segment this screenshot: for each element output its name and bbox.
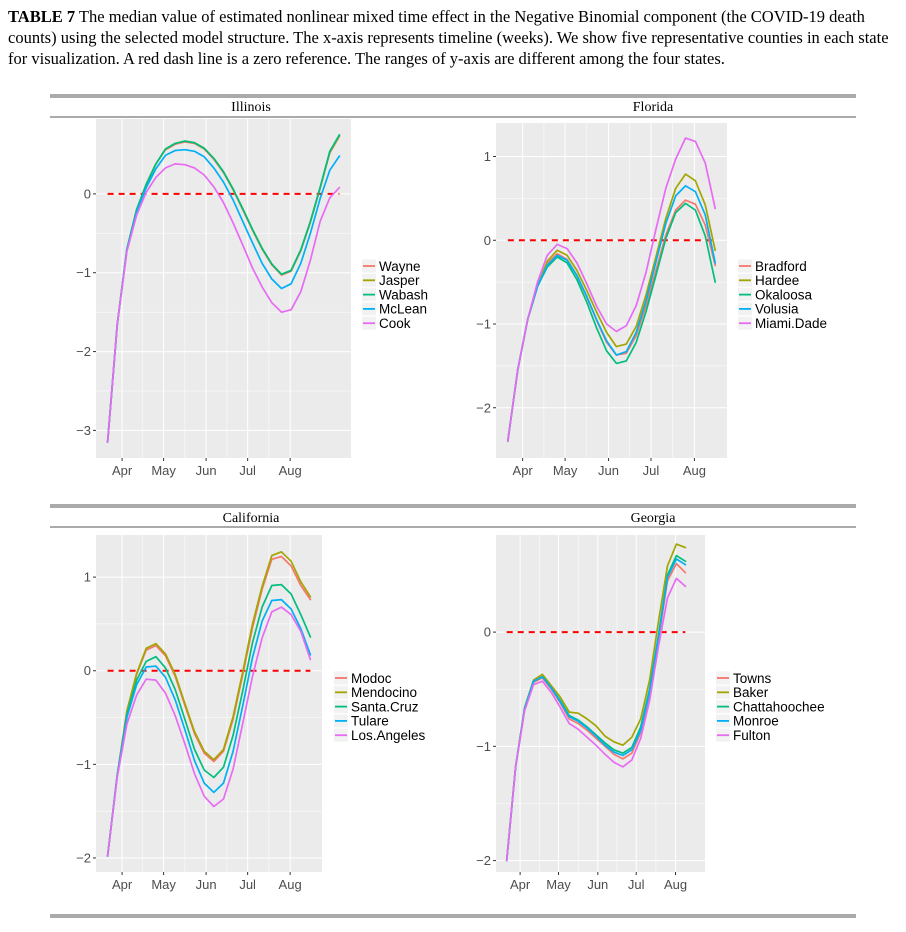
x-tick-label: Apr	[112, 463, 133, 478]
caption-label: TABLE 7	[8, 7, 76, 26]
legend-label: Modoc	[351, 671, 392, 686]
legend-label: Baker	[733, 685, 769, 700]
caption-text: The median value of estimated nonlinear …	[8, 7, 889, 68]
x-tick-label: May	[151, 463, 176, 478]
x-tick-label: May	[553, 463, 578, 478]
series-line-cook	[106, 163, 341, 444]
panel-title-california: California	[223, 511, 281, 526]
series-line-monroe	[505, 558, 687, 862]
legend-label: Tulare	[351, 714, 389, 729]
y-tick-label: −1	[76, 757, 91, 772]
legend-label: Los.Angeles	[351, 728, 426, 743]
series-line-fulton	[505, 577, 687, 862]
chart-illinois: Apr May Jun Jul Aug 0 −1 −2 −3 WayneJasperWabashM…	[76, 119, 428, 478]
legend-label: McLean	[379, 302, 427, 317]
legend-label: Cook	[379, 316, 411, 331]
y-tick-label: 0	[84, 663, 91, 678]
x-tick-label: Jul	[628, 877, 645, 892]
x-tick-label: May	[151, 877, 176, 892]
panel-title-florida: Florida	[633, 100, 674, 115]
legend-label: Hardee	[755, 273, 799, 288]
x-tick-label: Aug	[279, 463, 302, 478]
series-line-mendocino	[106, 550, 312, 857]
legend-label: Bradford	[755, 259, 807, 274]
series-line-tulare	[106, 598, 312, 857]
x-tick-label: Jun	[598, 463, 619, 478]
x-tick-label: Jul	[239, 463, 256, 478]
y-tick-label: −2	[76, 344, 91, 359]
table-caption: TABLE 7 The median value of estimated no…	[8, 6, 898, 69]
y-tick-label: −2	[76, 850, 91, 865]
plot-background	[96, 119, 351, 458]
legend-label: Monroe	[733, 714, 779, 729]
table-rules	[50, 94, 856, 918]
y-tick-label: 0	[84, 186, 91, 201]
x-tick-label: Apr	[510, 877, 531, 892]
legend-label: Chattahoochee	[733, 699, 825, 714]
series-line-miami-dade	[506, 137, 717, 443]
legend-label: Fulton	[733, 728, 771, 743]
panel-title-illinois: Illinois	[231, 100, 271, 115]
x-tick-label: Aug	[664, 877, 687, 892]
x-tick-label: Apr	[513, 463, 534, 478]
legend-label: Wayne	[379, 259, 421, 274]
legend-label: Jasper	[379, 273, 420, 288]
chart-california: Apr May Jun Jul Aug 1 0 −1 −2 ModocMendocinoSanta…	[76, 535, 426, 892]
series-line-mclean	[106, 148, 341, 444]
series-line-hardee	[506, 173, 717, 443]
series-line-wabash	[106, 133, 341, 444]
legend-label: Towns	[733, 671, 772, 686]
y-tick-label: 1	[484, 149, 491, 164]
legend-label: Volusia	[755, 302, 799, 317]
x-tick-label: May	[546, 877, 571, 892]
y-tick-label: −1	[476, 317, 491, 332]
x-tick-label: Aug	[683, 463, 706, 478]
x-tick-label: Jun	[196, 877, 217, 892]
y-tick-label: 0	[484, 233, 491, 248]
legend-label: Mendocino	[351, 685, 417, 700]
panel-title-georgia: Georgia	[631, 511, 677, 526]
legend-label: Miami.Dade	[755, 316, 827, 331]
series-line-santa-cruz	[106, 583, 312, 857]
y-tick-label: −2	[476, 853, 491, 868]
y-tick-label: −1	[76, 265, 91, 280]
y-tick-label: 1	[84, 570, 91, 585]
series-line-los-angeles	[106, 606, 312, 857]
y-tick-label: −3	[76, 423, 91, 438]
legend-label: Wabash	[379, 287, 428, 302]
y-tick-label: 0	[484, 625, 491, 640]
legend-label: Okaloosa	[755, 287, 813, 302]
y-tick-label: −1	[476, 739, 491, 754]
x-tick-label: Jul	[643, 463, 660, 478]
x-tick-label: Jun	[587, 877, 608, 892]
x-tick-label: Aug	[279, 877, 302, 892]
x-tick-label: Jul	[239, 877, 256, 892]
series-line-volusia	[506, 184, 717, 443]
legend-label: Santa.Cruz	[351, 699, 419, 714]
series-line-baker	[505, 543, 687, 862]
x-tick-label: Apr	[112, 877, 133, 892]
y-tick-label: −2	[476, 400, 491, 415]
x-tick-label: Jun	[196, 463, 217, 478]
chart-georgia: Apr May Jun Jul Aug 0 −1 −2 TownsBakerChattahooc…	[476, 535, 825, 892]
chart-florida: Apr May Jun Jul Aug 1 0 −1 −2 BradfordHardeeOkalo…	[476, 123, 827, 478]
